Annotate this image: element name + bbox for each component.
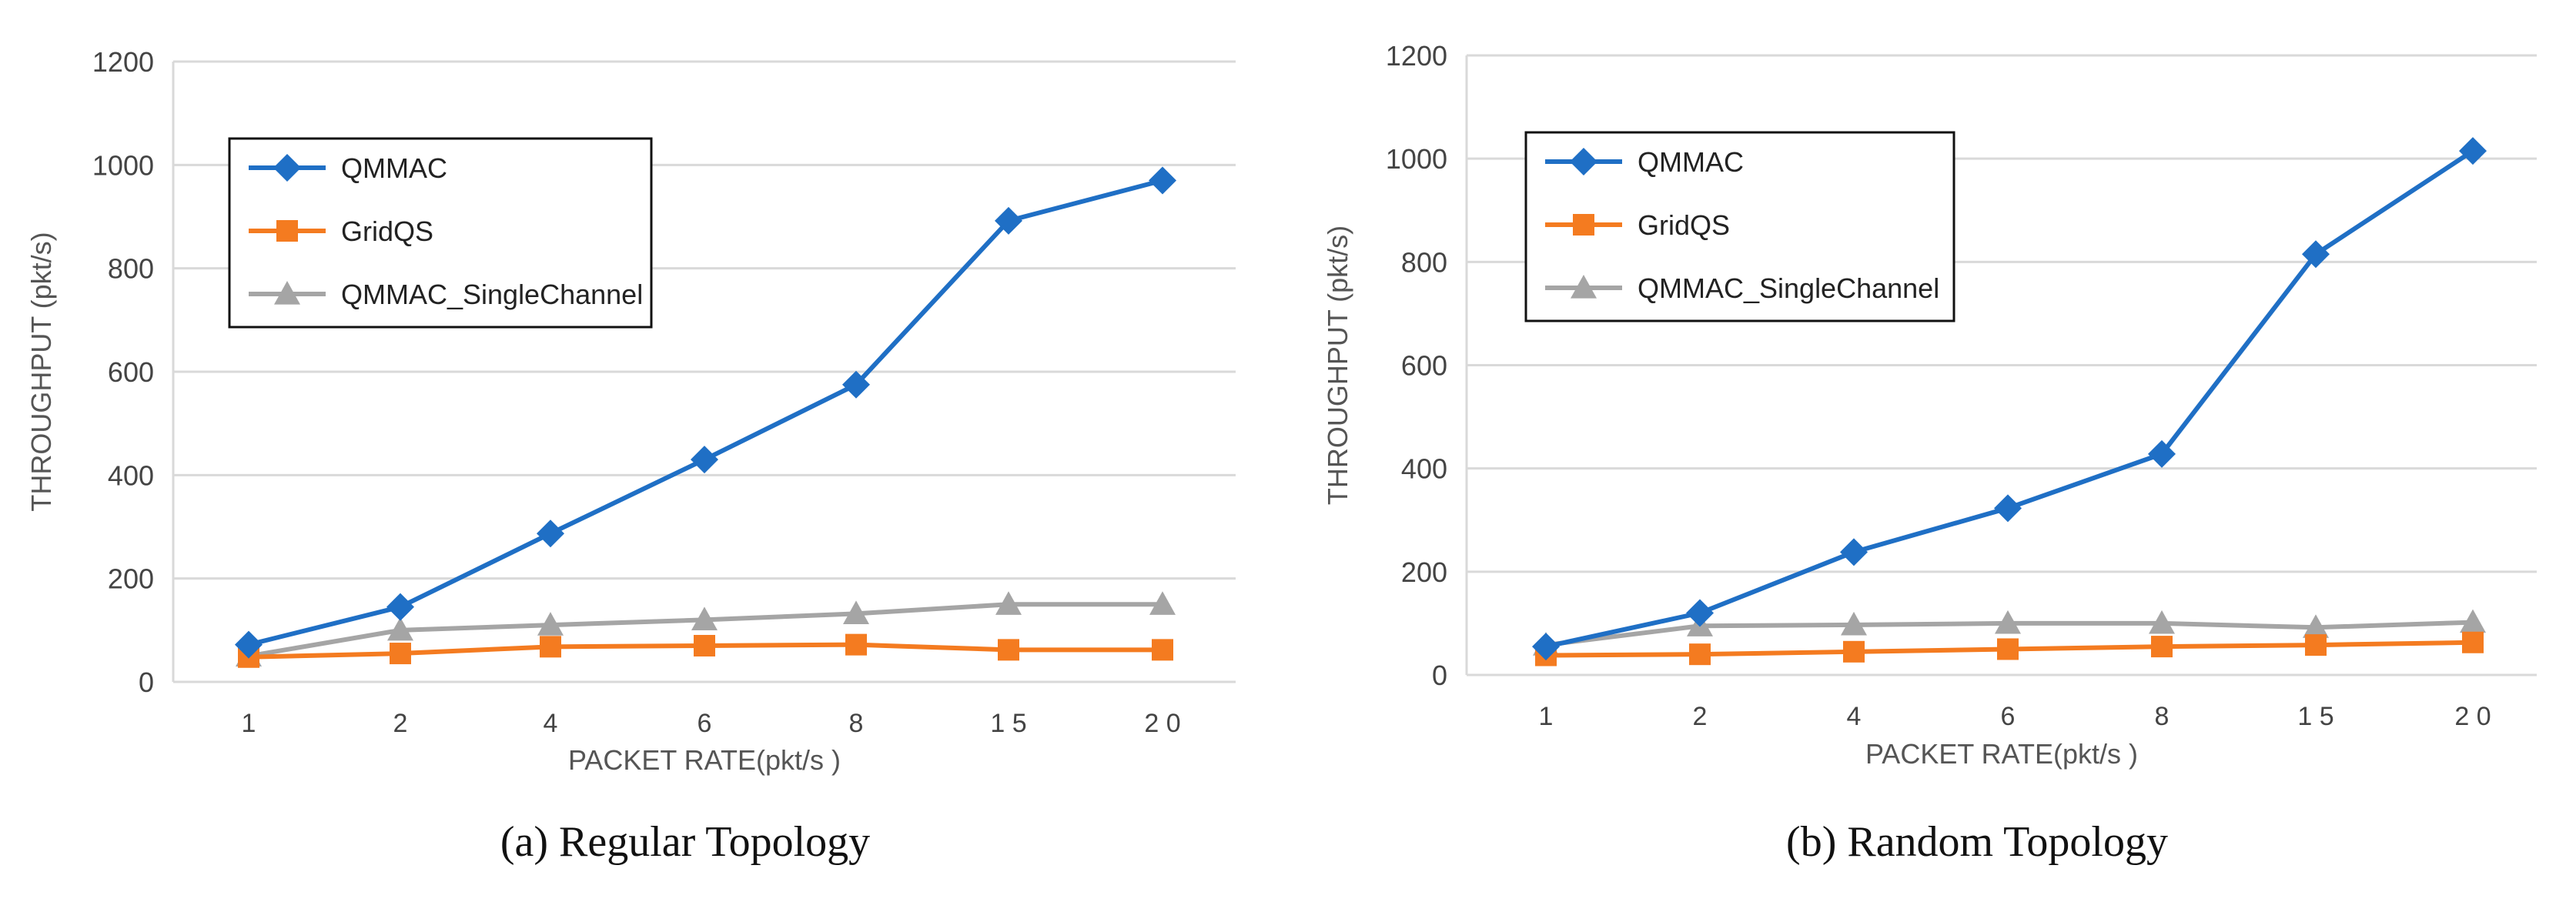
legend-item: QMMAC <box>1545 146 1744 178</box>
legend-item: QMMAC <box>249 152 447 184</box>
x-tick-label: 2 0 <box>2454 702 2491 731</box>
legend: QMMAC GridQS QMMAC_SingleChannel <box>228 137 653 329</box>
chart-b: 0 200 400 600 800 1000 1200 1 2 4 6 8 1 5 2 0 THROUGHP… <box>1322 40 2537 866</box>
y-tick-label: 0 <box>139 666 154 698</box>
data-point <box>1689 643 1711 666</box>
data-point <box>842 370 870 399</box>
data-point <box>2302 240 2330 269</box>
data-point <box>1152 639 1173 661</box>
y-tick-label: 1000 <box>92 149 154 181</box>
data-point <box>691 606 718 630</box>
legend-item: GridQS <box>249 215 433 247</box>
data-point <box>2149 610 2175 634</box>
y-tick-label: 1200 <box>1386 40 1447 72</box>
data-point <box>2305 634 2327 656</box>
data-point <box>843 600 869 624</box>
y-tick-label: 800 <box>108 253 154 285</box>
legend-label: GridQS <box>341 215 433 247</box>
data-point <box>995 591 1022 615</box>
data-point <box>2459 137 2487 165</box>
data-point <box>1686 599 1714 627</box>
x-tick-label: 2 <box>1693 702 1708 731</box>
x-tick-label: 6 <box>698 709 712 738</box>
series-gridqs <box>238 633 1173 668</box>
x-tick-label: 1 5 <box>990 709 1026 738</box>
series-qmmac <box>1532 137 2487 661</box>
data-point <box>1843 640 1865 663</box>
data-point <box>1149 591 1176 615</box>
legend-marker <box>273 154 301 182</box>
data-point <box>1995 610 2021 634</box>
series-qmmac-singlechannel <box>236 591 1176 667</box>
legend-item: QMMAC_SingleChannel <box>1545 272 1939 304</box>
legend-marker <box>1570 148 1597 175</box>
legend-marker <box>1571 275 1597 299</box>
y-tick-label: 200 <box>1401 556 1447 588</box>
data-point <box>386 593 414 621</box>
data-point <box>2303 614 2329 638</box>
x-tick-label: 4 <box>1847 702 1862 731</box>
data-point <box>998 639 1019 661</box>
x-tick-label: 1 <box>1539 702 1554 731</box>
data-point <box>1997 638 2019 660</box>
x-tick-label: 1 <box>242 709 256 738</box>
x-tick-label: 8 <box>849 709 864 738</box>
legend-label: QMMAC_SingleChannel <box>341 279 643 310</box>
y-tick-label: 400 <box>1401 453 1447 485</box>
data-point <box>1840 538 1868 566</box>
y-tick-label: 400 <box>108 459 154 491</box>
legend-label: GridQS <box>1638 209 1730 241</box>
legend-marker <box>1573 214 1594 236</box>
data-point <box>694 634 715 656</box>
data-point <box>2148 439 2176 468</box>
y-axis-title: THROUGHPUT (pkt/s) <box>25 232 57 511</box>
legend-marker <box>274 281 300 305</box>
legend: QMMAC GridQS QMMAC_SingleChannel <box>1524 131 1955 322</box>
x-tick-label: 2 <box>393 709 408 738</box>
x-tick-label: 8 <box>2155 702 2170 731</box>
figure-caption: (a) Regular Topology <box>500 818 870 866</box>
data-point <box>1994 494 2022 523</box>
y-tick-label: 1000 <box>1386 143 1447 175</box>
legend-item: GridQS <box>1545 209 1730 241</box>
chart-a: 0 200 400 600 800 1000 1200 1 2 4 6 8 1 5 2 0 THROUGHP… <box>25 46 1236 866</box>
legend-label: QMMAC <box>1638 146 1744 178</box>
data-point <box>540 636 561 658</box>
data-point <box>537 612 564 636</box>
data-point <box>2462 631 2484 653</box>
data-point <box>2151 636 2173 658</box>
x-tick-label: 2 0 <box>1144 709 1180 738</box>
x-tick-label: 1 5 <box>2297 702 2333 731</box>
data-point <box>691 446 718 474</box>
y-axis-title: THROUGHPUT (pkt/s) <box>1322 225 1353 505</box>
data-point <box>390 643 411 665</box>
data-point <box>1532 633 1560 661</box>
legend-label: QMMAC <box>341 152 447 184</box>
data-point <box>537 519 564 548</box>
x-axis-title: PACKET RATE(pkt/s ) <box>568 744 841 776</box>
legend-marker <box>276 220 298 242</box>
data-point <box>2460 609 2486 633</box>
data-point <box>845 633 867 656</box>
x-tick-label: 4 <box>544 709 558 738</box>
series-gridqs <box>1535 631 2484 666</box>
y-tick-label: 0 <box>1432 660 1447 691</box>
series-qmmac <box>235 166 1176 659</box>
y-tick-label: 600 <box>1401 350 1447 382</box>
y-tick-label: 200 <box>108 563 154 595</box>
legend-label: QMMAC_SingleChannel <box>1638 272 1939 304</box>
data-point <box>235 630 263 659</box>
figure-caption: (b) Random Topology <box>1786 818 2168 866</box>
legend-item: QMMAC_SingleChannel <box>249 279 643 310</box>
y-tick-label: 800 <box>1401 246 1447 278</box>
x-axis-title: PACKET RATE(pkt/s ) <box>1865 738 2138 770</box>
data-point <box>995 206 1022 235</box>
data-point <box>1149 166 1176 195</box>
x-tick-label: 6 <box>2001 702 2016 731</box>
y-tick-label: 600 <box>108 356 154 388</box>
data-point <box>387 616 413 641</box>
data-point <box>1841 611 1867 636</box>
y-tick-label: 1200 <box>92 46 154 78</box>
